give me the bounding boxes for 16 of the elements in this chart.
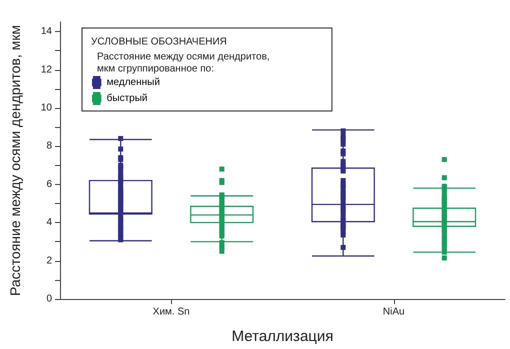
y-tick-label: 14 — [40, 26, 52, 38]
y-tick-label: 8 — [46, 140, 52, 152]
y-tick-label: 0 — [46, 294, 52, 304]
y-tick-label: 6 — [46, 178, 52, 190]
x-axis-title: Металлизация — [232, 328, 334, 345]
annotation: Расстояние между осями дендритов, мкм сгруппированное по: — [97, 52, 270, 74]
y-tick-label: 2 — [46, 255, 52, 266]
y-axis-title: Расстояние между осями дендритов, мкм — [7, 25, 23, 296]
y-tick-label: 12 — [40, 64, 52, 76]
x-tick-label: Хим. Sn — [152, 306, 190, 318]
legend-label: медленный — [106, 77, 160, 88]
legend-title: УСЛОВНЫЕ ОБОЗНАЧЕНИЯ — [91, 36, 227, 48]
legend-label: быстрый — [106, 93, 148, 104]
y-tick-label: 4 — [46, 217, 52, 228]
y-tick-label: 10 — [40, 102, 52, 114]
x-tick-label: NiAu — [382, 306, 405, 318]
